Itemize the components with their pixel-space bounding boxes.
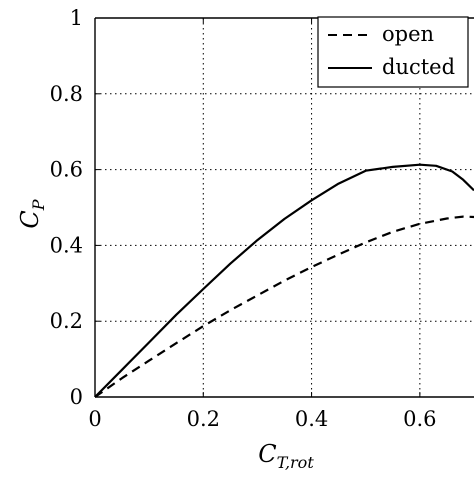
legend-box [317,16,469,88]
y-tick-label: 0.4 [50,233,83,257]
x-tick-label: 0.2 [187,407,220,431]
series-line-open [94,215,474,398]
x-tick-labels: 0 0.2 0.4 0.6 [88,407,436,431]
y-tick-labels: 0 0.2 0.4 0.6 0.8 1 [50,6,83,409]
x-axis-label: CT,rot [258,440,314,472]
legend: open ducted [317,16,469,88]
legend-label-ducted: ducted [382,55,455,79]
grid-lines [95,18,474,397]
legend-label-open: open [382,22,434,46]
y-tick-label: 0.6 [50,158,83,182]
y-tick-label: 1 [70,6,83,30]
y-tick-label: 0.2 [50,309,83,333]
y-axis-label: CP [16,199,48,228]
x-tick-label: 0 [88,407,101,431]
x-tick-label: 0.6 [403,407,436,431]
y-tick-label: 0 [70,385,83,409]
series-line-ducted [94,163,474,398]
series-lines [94,163,474,398]
x-tick-label: 0.4 [295,407,328,431]
y-tick-label: 0.8 [50,82,83,106]
